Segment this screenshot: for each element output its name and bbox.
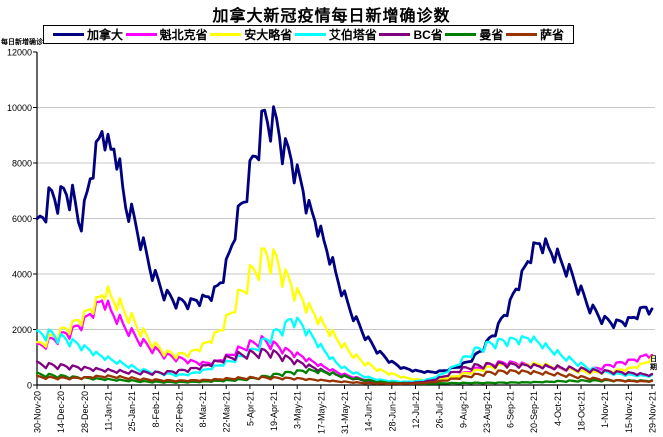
x-tick-label: 22-Mar-21	[222, 391, 232, 433]
x-tick-label: 3-May-21	[293, 391, 303, 429]
legend-label-bc: BC省	[413, 28, 443, 42]
legend-label-ontario: 安大略省	[244, 28, 293, 42]
legend-swatch-ontario	[210, 32, 242, 37]
chart-legend: 加拿大 魁北克省 安大略省 艾伯塔省 BC省 曼省 萨省	[43, 25, 574, 44]
y-tick-label: 10000	[7, 103, 32, 113]
x-tick-label: 18-Oct-21	[577, 391, 587, 431]
y-tick-label: 8000	[12, 159, 32, 169]
legend-swatch-alberta	[294, 32, 326, 37]
x-tick-label: 28-Jun-21	[387, 391, 397, 432]
legend-item-manitoba: 曼省	[445, 26, 503, 43]
legend-item-quebec: 魁北克省	[125, 26, 208, 43]
chart-title: 加拿大新冠疫情每日新增确诊数	[212, 8, 451, 25]
series-line-quebec	[35, 299, 654, 385]
series-line-ontario	[35, 247, 654, 382]
x-tick-label: 8-Mar-21	[198, 391, 208, 428]
x-tick-label: 9-Aug-21	[458, 391, 468, 428]
x-tick-label: 22-Feb-21	[174, 391, 184, 433]
series-line-canada	[35, 105, 654, 375]
x-tick-label: 30-Nov-20	[33, 391, 43, 433]
legend-label-manitoba: 曼省	[479, 28, 504, 42]
x-tick-label: 31-May-21	[340, 391, 350, 434]
y-tick-label: 0	[27, 381, 32, 391]
x-tick-label: 25-Jan-21	[127, 391, 137, 432]
x-tick-label: 23-Aug-21	[482, 391, 492, 433]
legend-item-canada: 加拿大	[53, 26, 123, 43]
legend-item-ontario: 安大略省	[210, 26, 292, 43]
legend-item-saskatchewan: 萨省	[505, 26, 564, 43]
legend-label-quebec: 魁北克省	[159, 28, 208, 42]
x-tick-label: 28-Dec-20	[80, 391, 90, 433]
legend-label-canada: 加拿大	[87, 28, 124, 42]
legend-label-alberta: 艾伯塔省	[328, 28, 377, 42]
y-axis-title: 每日新增确诊	[1, 39, 43, 46]
x-tick-label: 8-Feb-21	[151, 391, 161, 428]
x-tick-label: 4-Oct-21	[553, 391, 563, 426]
y-tick-label: 6000	[12, 214, 32, 224]
x-tick-label: 20-Sep-21	[529, 391, 539, 433]
x-tick-label: 29-Nov-21	[648, 391, 658, 433]
x-tick-label: 26-Jul-21	[435, 391, 445, 429]
legend-item-alberta: 艾伯塔省	[294, 26, 377, 43]
legend-swatch-bc	[379, 32, 411, 37]
x-tick-label: 11-Jan-21	[103, 391, 113, 431]
x-tick-label: 5-Apr-21	[245, 391, 255, 426]
y-tick-label: 12000	[7, 48, 32, 58]
x-tick-label: 15-Nov-21	[624, 391, 634, 433]
legend-swatch-saskatchewan	[505, 32, 537, 37]
y-tick-label: 2000	[12, 325, 32, 335]
x-tick-label: 14-Jun-21	[364, 391, 374, 432]
x-tick-label: 17-May-21	[316, 391, 326, 434]
series-line-manitoba	[35, 367, 654, 386]
x-tick-label: 1-Nov-21	[600, 391, 610, 428]
legend-swatch-canada	[53, 32, 84, 37]
legend-swatch-quebec	[125, 32, 157, 37]
x-tick-label: 19-Apr-21	[269, 391, 279, 431]
x-axis-title: 日期	[650, 356, 657, 371]
y-tick-label: 4000	[12, 270, 32, 280]
legend-label-saskatchewan: 萨省	[539, 28, 564, 42]
x-tick-label: 14-Dec-20	[56, 391, 66, 433]
series-line-saskatchewan	[35, 368, 654, 386]
legend-item-bc: BC省	[379, 26, 443, 43]
series-line-alberta	[35, 316, 654, 384]
x-tick-label: 6-Sep-21	[506, 391, 516, 428]
legend-swatch-manitoba	[445, 32, 477, 37]
x-tick-label: 12-Jul-21	[411, 391, 421, 429]
